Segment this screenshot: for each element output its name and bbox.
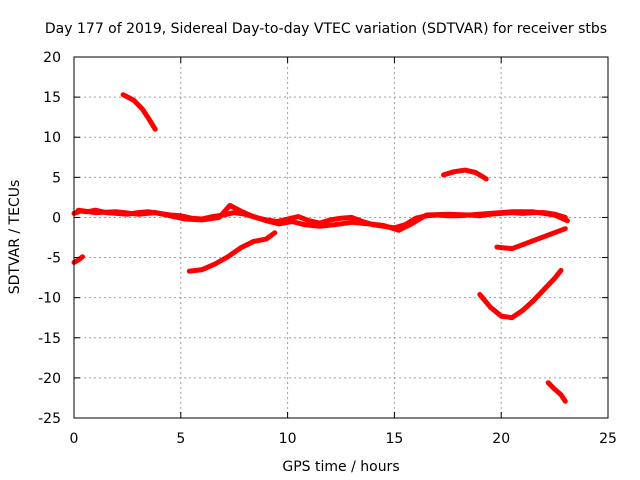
x-tick-label: 15 xyxy=(385,431,403,447)
series-arc-main-b xyxy=(75,202,570,233)
series-arc-d xyxy=(441,167,489,182)
x-tick-label: 10 xyxy=(279,431,297,447)
x-tick-label: 0 xyxy=(70,431,79,447)
x-axis-label: GPS time / hours xyxy=(282,459,399,475)
series-arc-b xyxy=(120,92,158,132)
x-tick-label: 25 xyxy=(599,431,617,447)
x-tick-label: 5 xyxy=(176,431,185,447)
plot-frame xyxy=(73,56,609,419)
y-tick-label: -5 xyxy=(47,251,61,267)
chart-title: Day 177 of 2019, Sidereal Day-to-day VTE… xyxy=(45,21,607,37)
y-tick-label: 5 xyxy=(52,170,61,186)
y-tick-labels: -25 -20 -15 -10 -5 0 5 10 15 20 xyxy=(38,50,61,427)
y-tick-label: -15 xyxy=(38,331,61,347)
y-tick-label: 15 xyxy=(43,90,61,106)
y-tick-label: -10 xyxy=(38,291,61,307)
grid-lines xyxy=(74,57,608,418)
y-tick-label: -20 xyxy=(38,371,61,387)
y-tick-label: 20 xyxy=(43,50,61,66)
axis-ticks xyxy=(73,56,609,419)
series-arc-a xyxy=(71,254,85,265)
y-tick-label: 10 xyxy=(43,130,61,146)
series-arc-f xyxy=(494,226,568,252)
x-tick-label: 20 xyxy=(492,431,510,447)
series-arc-e xyxy=(477,267,564,321)
series-arc-c xyxy=(186,230,278,274)
x-tick-labels: 0 5 10 15 20 25 xyxy=(70,431,617,447)
y-tick-label: -25 xyxy=(38,411,61,427)
y-tick-label: 0 xyxy=(52,210,61,226)
data-series xyxy=(71,92,570,404)
y-axis-label: SDTVAR / TECUs xyxy=(7,180,23,295)
series-arc-g xyxy=(545,380,568,404)
